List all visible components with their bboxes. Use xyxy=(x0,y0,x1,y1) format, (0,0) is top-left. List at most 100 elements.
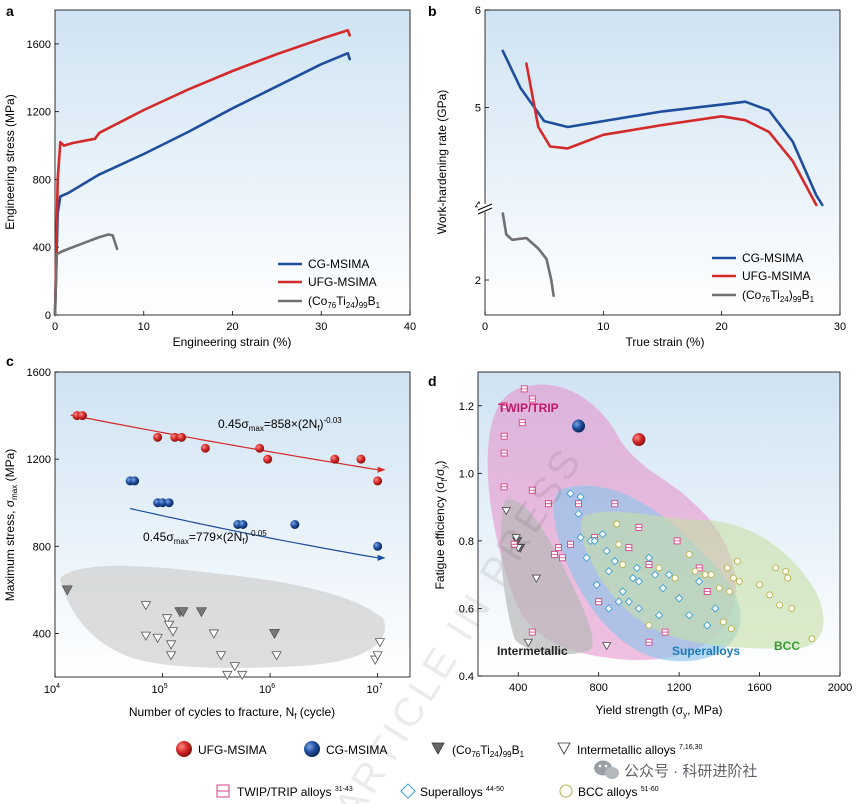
legend-label-coti-a: (Co76Ti24)99B1 xyxy=(308,294,381,310)
point-intermetallic xyxy=(236,670,248,681)
y-axis-label-b: Work-hardening rate (GPa) xyxy=(435,90,449,235)
point-superalloy xyxy=(602,546,611,556)
point-ufg xyxy=(170,432,180,442)
series-line-ufg-msima xyxy=(53,29,351,317)
panel-label-d: d xyxy=(428,373,437,389)
point-superalloy xyxy=(624,597,633,606)
point-intermetallic xyxy=(602,642,612,651)
series-line-cg-msima xyxy=(501,49,824,207)
point-superalloy xyxy=(658,584,668,593)
point-intermetallic xyxy=(222,670,233,681)
intermetallic-region-c xyxy=(60,565,385,668)
point-ufg xyxy=(77,411,87,421)
point-superalloy xyxy=(610,557,619,566)
point-bcc xyxy=(707,571,715,579)
legend-label-coti-b: (Co76Ti24)99B1 xyxy=(742,288,815,304)
point-bcc xyxy=(701,571,709,579)
panel-c-fatigue-life: 400 800 1200 1600 104 105 106 107 0.45σmax=858×… xyxy=(3,367,411,721)
point-intermetallic xyxy=(501,507,511,516)
legend-label-ufg-a: UFG-MSIMA xyxy=(308,275,377,289)
point-bcc xyxy=(788,604,796,612)
y-tick-label: 800 xyxy=(33,174,51,186)
point-intermetallic xyxy=(163,620,175,631)
point-intermetallic xyxy=(531,574,542,583)
legend-text-ufg: UFG-MSIMA xyxy=(198,743,267,757)
point-cg xyxy=(158,498,168,508)
point-intermetallic xyxy=(140,631,152,641)
point-bcc xyxy=(733,557,741,565)
series-lines-a xyxy=(53,29,351,317)
y-tick-label: 1200 xyxy=(27,107,51,119)
y-tick-label: 1200 xyxy=(27,454,51,466)
point-intermetallic xyxy=(152,633,163,644)
point-ufg xyxy=(263,454,273,464)
y-tick-label: 0.4 xyxy=(459,671,474,683)
axis-ticks-b: 2 4 5 6 0 10 20 30 xyxy=(475,5,846,333)
point-cg xyxy=(572,419,586,433)
point-superalloy xyxy=(576,533,585,542)
point-superalloy xyxy=(711,604,720,613)
data-points-d xyxy=(500,385,816,651)
series-line-co76ti24-99b1 xyxy=(53,233,119,317)
point-intermetallic xyxy=(165,651,177,661)
point-intermetallic xyxy=(523,638,533,648)
point-ufg xyxy=(200,443,210,453)
point-bcc xyxy=(719,618,727,626)
wechat-icon xyxy=(594,760,619,779)
runout-arrow xyxy=(377,554,386,561)
series-line-ufg-msima xyxy=(525,62,818,207)
point-bcc xyxy=(715,584,723,592)
y-tick-label: 0 xyxy=(45,310,51,322)
x-tick-label: 1600 xyxy=(747,682,771,694)
legend-text-bcc: BCC alloys 51-60 xyxy=(578,785,659,799)
legend-marker-intermetallic xyxy=(557,742,571,755)
x-tick-label: 107 xyxy=(367,683,383,696)
point-bcc xyxy=(655,564,663,572)
y-tick-label: 400 xyxy=(33,242,51,254)
point-coti xyxy=(195,607,207,618)
y-tick-label: 4 xyxy=(475,200,481,212)
brand-text: 公众号 · 科研进阶社 xyxy=(624,763,757,780)
x-tick-label: 106 xyxy=(259,683,275,696)
series-lines-b xyxy=(501,49,824,298)
point-intermetallic xyxy=(271,651,282,661)
x-tick-label: 20 xyxy=(226,321,238,333)
y-tick-label: 1.2 xyxy=(459,401,474,413)
point-superalloy xyxy=(664,570,674,579)
panel-label-b: b xyxy=(428,3,437,19)
point-intermetallic xyxy=(372,651,383,661)
point-superalloy xyxy=(650,570,660,579)
region-label-twip: TWIP/TRIP xyxy=(498,401,559,415)
x-tick-label: 0 xyxy=(482,321,488,333)
point-intermetallic xyxy=(140,601,152,611)
global-legend: UFG-MSIMA CG-MSIMA (Co76Ti24)99B1 Interm… xyxy=(176,741,703,799)
x-tick-label: 30 xyxy=(315,321,327,333)
point-bcc xyxy=(735,577,743,585)
panel-a-stress-strain: 0 400 800 1200 1600 0 10 20 30 40 Engineering str… xyxy=(3,9,416,349)
point-intermetallic xyxy=(208,629,220,639)
point-superalloy xyxy=(604,567,613,576)
point-bcc xyxy=(645,621,653,629)
legend-label-cg-b: CG-MSIMA xyxy=(742,251,803,265)
point-bcc xyxy=(776,601,784,609)
point-cg xyxy=(373,541,383,551)
y-tick-label: 1.0 xyxy=(459,468,474,480)
point-intermetallic xyxy=(167,627,179,637)
x-axis-label-c: Number of cycles to fracture, Nf (cycle) xyxy=(129,705,335,721)
fit-lines-c xyxy=(70,414,386,561)
point-superalloy xyxy=(604,604,613,613)
point-superalloy xyxy=(703,621,712,630)
region-label-bcc: BCC xyxy=(774,639,800,653)
axis-break-b xyxy=(477,203,493,215)
point-cg xyxy=(238,520,248,529)
point-superalloy xyxy=(634,604,644,613)
x-tick-label: 104 xyxy=(44,683,60,696)
legend-a: CG-MSIMA UFG-MSIMA (Co76Ti24)99B1 xyxy=(278,257,381,310)
point-bcc xyxy=(671,574,679,582)
panel-label-a: a xyxy=(6,3,14,19)
point-superalloy xyxy=(685,611,694,620)
intermetallic-region-d xyxy=(500,499,593,655)
series-line-cg-msima xyxy=(53,51,351,317)
fit-label-ufg: 0.45σmax=858×(2Nf)-0.03 xyxy=(218,416,342,433)
y-tick-label: 0.6 xyxy=(459,603,474,615)
